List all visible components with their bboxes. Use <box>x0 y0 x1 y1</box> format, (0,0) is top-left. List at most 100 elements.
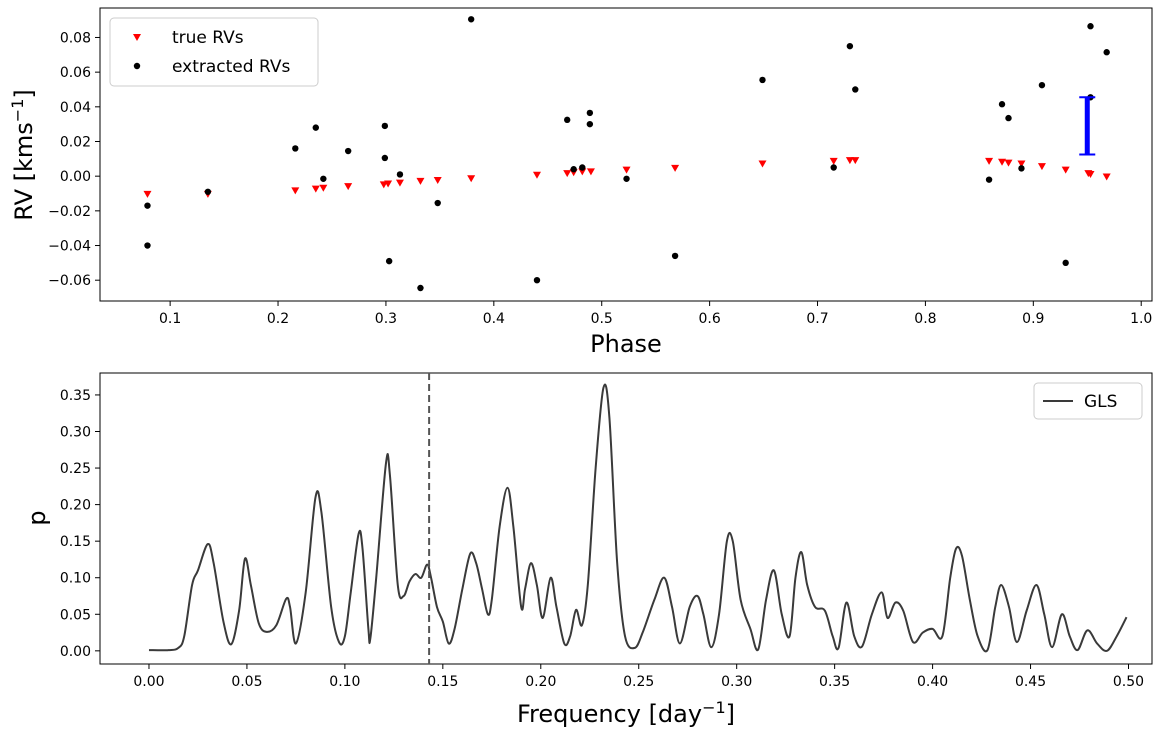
true-rv-point <box>395 179 404 187</box>
extracted-rv-point <box>144 242 151 249</box>
top-x-axis-label: Phase <box>590 330 662 358</box>
extracted-rv-point <box>533 276 541 284</box>
extracted-rv-point <box>434 199 441 207</box>
y-tick-label: 0.00 <box>60 169 91 185</box>
y-tick-label: 0.04 <box>60 100 91 116</box>
x-tick-label: 0.3 <box>375 311 397 327</box>
y-tick-label: 0.00 <box>60 644 91 660</box>
x-tick-label: 0.8 <box>914 311 936 327</box>
extracted-rv-point <box>830 164 837 171</box>
true-rv-point <box>671 164 680 172</box>
x-tick-label: 0.1 <box>159 311 181 327</box>
x-tick-label: 0.7 <box>806 311 828 327</box>
extracted-rv-point <box>396 171 404 178</box>
top-plot-content: 0.1 0.2 0.3 0.4 0.5 0.6 0.7 0.8 0.9 1.0 −0.06 −0.04… <box>48 16 1152 327</box>
true-rv-point <box>467 175 476 183</box>
true-rv-point <box>985 157 994 165</box>
extracted-rv-point <box>1103 49 1110 56</box>
true-rv-point <box>319 184 328 192</box>
extracted-rv-point <box>1005 114 1012 122</box>
extracted-rv-point <box>320 175 327 182</box>
extracted-rv-point <box>1087 23 1094 30</box>
extracted-rv-point <box>1062 259 1069 267</box>
y-tick-label: 0.30 <box>60 424 91 440</box>
x-tick-label: 0.40 <box>917 674 948 690</box>
legend-gls-label: GLS <box>1084 392 1117 412</box>
y-tick-label: 0.25 <box>60 461 91 477</box>
true-rv-point <box>143 190 152 198</box>
x-tick-label: 0.10 <box>329 674 360 690</box>
gls-line <box>148 383 1128 653</box>
bottom-legend-box <box>1033 382 1143 420</box>
y-tick-label: 0.10 <box>60 571 91 587</box>
legend-true-rvs-marker <box>133 34 141 41</box>
y-tick-label: −0.04 <box>48 239 91 255</box>
extracted-rv-point <box>998 101 1006 108</box>
true-rv-point <box>384 180 393 188</box>
x-tick-label: 0.45 <box>1015 674 1046 690</box>
bottom-legend: GLS <box>1033 382 1143 420</box>
true-rv-point <box>829 157 838 165</box>
extracted-rv-point <box>846 42 854 50</box>
error-bar <box>1079 96 1096 156</box>
top-legend: true RVs extracted RVs <box>109 17 319 87</box>
y-tick-label: 0.02 <box>60 134 91 150</box>
extracted-rv-point <box>344 147 352 155</box>
bottom-plot-content: 0.00 0.05 0.10 0.15 0.20 0.25 0.30 0.35 0.40 0.45… <box>60 373 1144 690</box>
x-tick-label: 1.0 <box>1130 311 1152 327</box>
rv-phase-panel: 0.1 0.2 0.3 0.4 0.5 0.6 0.7 0.8 0.9 1.0 −0.06 −0.04… <box>8 7 1153 358</box>
extracted-rv-point <box>623 175 630 182</box>
legend-extracted-rvs-marker <box>133 62 141 70</box>
true-rv-point <box>563 170 572 178</box>
y-tick-label: 0.05 <box>60 607 91 623</box>
true-rv-point <box>291 187 300 195</box>
y-tick-label: 0.20 <box>60 498 91 514</box>
true-rv-point <box>532 171 541 179</box>
true-rv-point <box>998 158 1007 166</box>
y-tick-label: −0.02 <box>48 204 91 220</box>
x-tick-label: 0.6 <box>698 311 720 327</box>
x-tick-label: 0.05 <box>231 674 262 690</box>
extracted-rv-point <box>1038 81 1046 89</box>
true-rv-point <box>851 157 860 165</box>
extracted-rv-point <box>671 252 679 260</box>
true-rv-point <box>433 177 442 185</box>
extracted-rv-point <box>292 145 299 152</box>
y-tick-label: 0.15 <box>60 534 91 550</box>
y-tick-label: 0.06 <box>60 65 91 81</box>
legend-true-rvs-label: true RVs <box>172 28 244 48</box>
x-tick-label: 0.9 <box>1022 311 1044 327</box>
true-rv-point <box>344 183 353 191</box>
x-tick-label: 0.2 <box>267 311 289 327</box>
x-tick-label: 0.15 <box>427 674 458 690</box>
x-tick-label: 0.00 <box>133 674 164 690</box>
y-tick-label: 0.35 <box>60 388 91 404</box>
true-rv-point <box>1017 160 1026 168</box>
x-tick-label: 0.5 <box>591 311 613 327</box>
true-rv-point <box>1086 170 1095 178</box>
true-rv-point <box>1004 159 1013 167</box>
legend-extracted-rvs-label: extracted RVs <box>172 57 290 77</box>
extracted-rv-point <box>381 154 389 162</box>
extracted-rv-point <box>381 122 389 130</box>
x-tick-label: 0.4 <box>483 311 505 327</box>
true-rv-point <box>1037 163 1046 171</box>
true-rv-point <box>758 160 767 168</box>
true-rv-point <box>1061 166 1070 174</box>
extracted-rv-point <box>586 120 594 128</box>
extracted-rv-point <box>985 176 993 183</box>
x-tick-label: 0.50 <box>1113 674 1144 690</box>
x-tick-label: 0.20 <box>525 674 556 690</box>
extracted-rv-point <box>586 109 594 117</box>
extracted-rv-point <box>1018 165 1025 172</box>
extracted-rv-point <box>852 86 859 93</box>
true-rv-point <box>586 168 595 176</box>
extracted-rv-point <box>759 76 766 84</box>
bottom-plot-frame <box>99 372 1153 665</box>
extracted-rv-point <box>312 124 319 131</box>
true-rv-point <box>622 166 631 174</box>
bottom-y-axis-label: p <box>23 510 51 525</box>
bottom-x-axis-label: Frequency [day−1] <box>517 698 735 728</box>
extracted-rv-point <box>417 284 424 292</box>
